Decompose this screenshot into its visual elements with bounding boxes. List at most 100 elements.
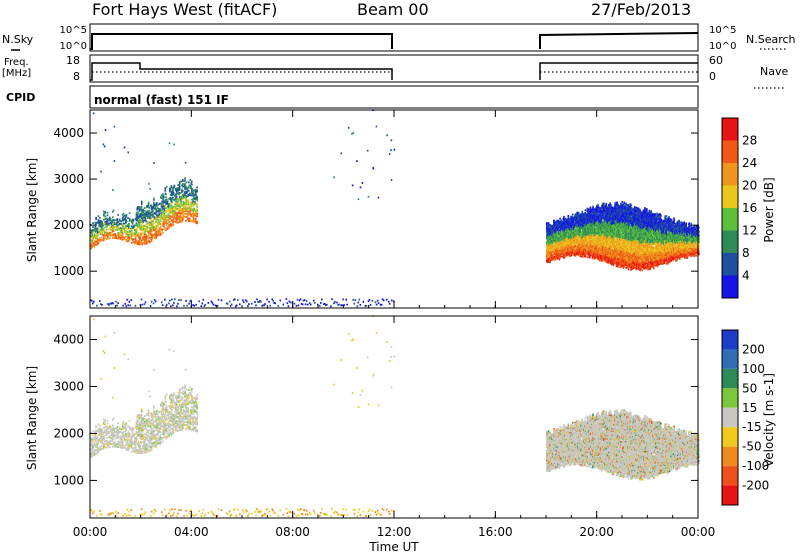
power-cell: [184, 195, 186, 197]
power-cell: [140, 243, 142, 246]
power-cell: [166, 216, 168, 219]
power-cell: [172, 304, 174, 307]
power-cell: [546, 226, 549, 229]
power-cell: [128, 230, 131, 232]
power-cell: [163, 205, 165, 207]
power-cell: [125, 227, 128, 230]
power-cell: [559, 234, 561, 237]
power-cell: [597, 223, 599, 226]
power-cell: [351, 184, 354, 187]
power-cell: [142, 239, 144, 241]
power-cell: [147, 230, 150, 233]
power-cell: [99, 239, 101, 241]
power-cell: [547, 223, 550, 226]
power-cell: [168, 224, 170, 226]
power-cell: [128, 224, 131, 227]
power-cell: [584, 233, 587, 236]
power-cell: [603, 207, 605, 210]
power-cell: [114, 226, 116, 228]
power-cell: [193, 209, 195, 211]
power-cell: [597, 204, 599, 206]
power-cell: [97, 219, 100, 222]
power-cell: [106, 218, 109, 221]
power-cell: [141, 243, 144, 246]
power-cell: [153, 162, 155, 164]
power-cell: [553, 224, 555, 227]
power-cell: [178, 185, 181, 188]
power-cell: [103, 229, 106, 232]
power-cell: [595, 211, 597, 214]
power-cell: [610, 232, 612, 235]
power-cell: [258, 301, 260, 303]
power-cell: [599, 239, 602, 242]
power-cell: [140, 207, 142, 210]
power-cell: [254, 301, 256, 303]
power-cell: [559, 247, 561, 250]
power-cell: [175, 200, 177, 203]
power-cell: [122, 215, 125, 218]
power-cell: [175, 187, 178, 190]
power-cell: [581, 214, 584, 217]
power-cell: [578, 247, 580, 250]
power-cell: [593, 239, 596, 242]
power-cell: [165, 222, 167, 225]
power-cell: [547, 224, 550, 227]
power-cell: [547, 222, 550, 225]
power-cell: [103, 145, 106, 148]
power-cell: [613, 244, 616, 247]
power-cell: [599, 258, 602, 261]
power-cell: [116, 223, 119, 226]
power-cell: [174, 298, 176, 301]
power-cell: [148, 229, 151, 231]
power-cell: [577, 239, 579, 241]
power-cell: [177, 211, 179, 214]
power-cell: [191, 194, 193, 197]
power-cell: [145, 210, 148, 213]
power-cell: [169, 223, 172, 225]
power-cell: [189, 209, 192, 212]
power-cell: [125, 219, 128, 222]
power-cell: [150, 217, 152, 219]
power-cell: [570, 216, 573, 219]
power-cell: [194, 219, 197, 221]
power-cell: [138, 218, 141, 221]
power-cell: [601, 259, 603, 261]
power-cell: [196, 200, 198, 203]
power-cell: [603, 224, 605, 227]
power-cell: [611, 212, 613, 215]
power-cell: [142, 210, 144, 212]
power-cell: [92, 226, 94, 228]
power-cell: [152, 224, 154, 226]
power-cell: [100, 170, 102, 173]
power-cell: [605, 204, 608, 206]
power-cell: [568, 217, 570, 220]
power-cell: [184, 184, 186, 186]
power-cell: [593, 244, 596, 247]
power-cell: [189, 192, 192, 195]
power-cell: [340, 152, 343, 155]
power-cell: [597, 222, 599, 224]
power-cell: [271, 298, 273, 301]
power-cell: [567, 216, 570, 218]
power-cell: [190, 181, 192, 184]
power-cell: [574, 231, 577, 234]
power-cell: [604, 249, 606, 252]
power-cell: [96, 243, 98, 246]
power-cell: [189, 179, 192, 181]
power-cell: [160, 202, 163, 205]
power-cell: [196, 203, 198, 205]
power-cell: [390, 179, 393, 181]
power-cell: [149, 216, 151, 218]
power-cell: [147, 203, 150, 205]
power-cell: [187, 195, 189, 198]
power-cell: [554, 248, 556, 251]
power-cell: [194, 188, 197, 191]
power-cell: [117, 226, 119, 229]
power-cell: [146, 228, 148, 231]
freq-label: Freq.: [4, 57, 29, 68]
power-cell: [121, 234, 124, 237]
power-cell: [608, 211, 610, 214]
power-cell: [175, 203, 177, 205]
power-cell: [149, 213, 151, 216]
